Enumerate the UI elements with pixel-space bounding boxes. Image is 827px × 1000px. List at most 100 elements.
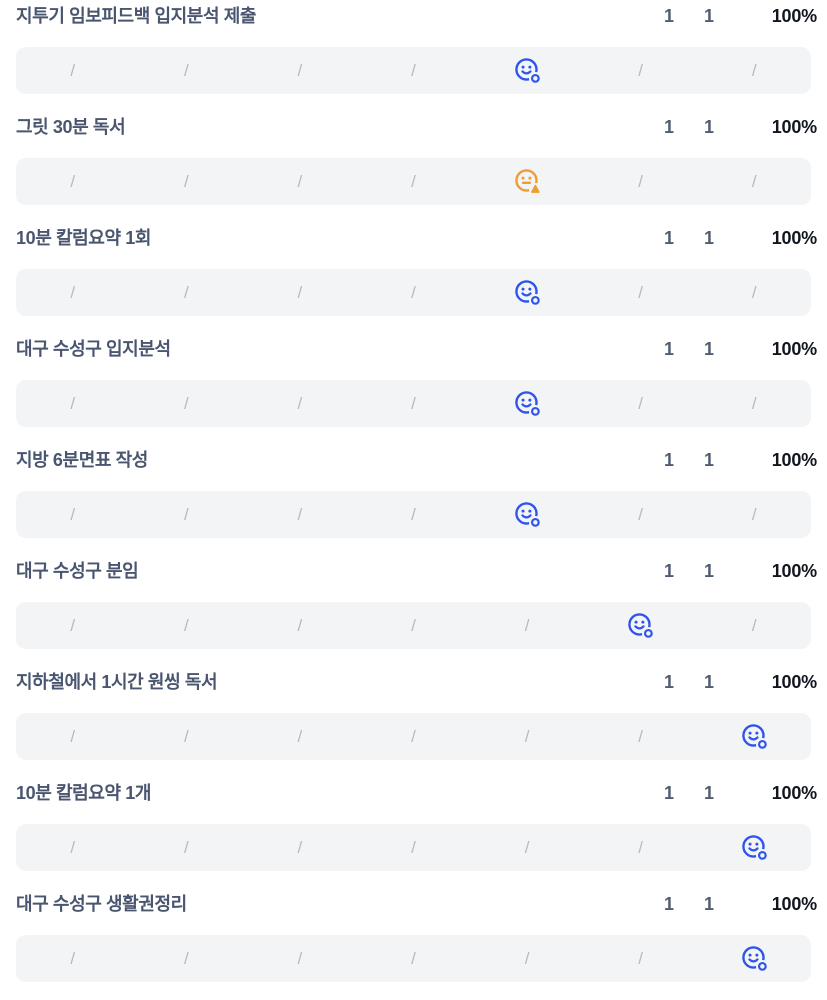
- mood-record-cell[interactable]: [697, 935, 811, 982]
- slash-placeholder: /: [411, 283, 416, 302]
- empty-day-cell[interactable]: /: [130, 158, 244, 205]
- smiley-face-check-icon: [514, 58, 542, 85]
- mood-record-cell[interactable]: [470, 47, 584, 94]
- empty-day-cell[interactable]: /: [16, 713, 130, 760]
- empty-day-cell[interactable]: /: [470, 935, 584, 982]
- empty-day-cell[interactable]: /: [470, 713, 584, 760]
- mood-record-cell[interactable]: [470, 158, 584, 205]
- habit-target-count: 1: [703, 672, 714, 692]
- empty-day-cell[interactable]: /: [357, 269, 471, 316]
- empty-day-cell[interactable]: /: [584, 713, 698, 760]
- mood-record-cell[interactable]: [470, 269, 584, 316]
- empty-day-cell[interactable]: /: [697, 47, 811, 94]
- habit-completion-rate: 100%: [771, 228, 817, 248]
- slash-placeholder: /: [638, 949, 643, 968]
- slash-placeholder: /: [183, 61, 189, 80]
- empty-day-cell[interactable]: /: [130, 491, 244, 538]
- empty-day-cell[interactable]: /: [470, 824, 584, 871]
- empty-day-cell[interactable]: /: [130, 602, 244, 649]
- habit-title: 10분 칼럼요약 1회: [16, 228, 151, 248]
- habit-row: 그릿 30분 독서 1 1 100% / / / / / /: [16, 115, 817, 205]
- empty-day-cell[interactable]: /: [357, 158, 471, 205]
- empty-day-cell[interactable]: /: [697, 158, 811, 205]
- empty-day-cell[interactable]: /: [470, 602, 584, 649]
- empty-day-cell[interactable]: /: [16, 380, 130, 427]
- habit-target-count: 1: [703, 783, 714, 803]
- empty-day-cell[interactable]: /: [130, 47, 244, 94]
- habit-row: 지방 6분면표 작성 1 1 100% / / / / / /: [16, 448, 817, 538]
- empty-day-cell[interactable]: /: [243, 824, 357, 871]
- slash-placeholder: /: [411, 505, 416, 524]
- empty-day-cell[interactable]: /: [243, 380, 357, 427]
- empty-day-cell[interactable]: /: [130, 935, 244, 982]
- empty-day-cell[interactable]: /: [357, 824, 471, 871]
- slash-placeholder: /: [70, 61, 76, 80]
- empty-day-cell[interactable]: /: [357, 380, 471, 427]
- habit-completion-rate: 100%: [771, 783, 817, 803]
- empty-day-cell[interactable]: /: [697, 380, 811, 427]
- empty-day-cell[interactable]: /: [130, 380, 244, 427]
- slash-placeholder: /: [297, 505, 303, 524]
- mood-record-cell[interactable]: [584, 602, 698, 649]
- slash-placeholder: /: [411, 172, 416, 191]
- empty-day-cell[interactable]: /: [130, 824, 244, 871]
- empty-day-cell[interactable]: /: [16, 491, 130, 538]
- empty-day-cell[interactable]: /: [584, 47, 698, 94]
- empty-day-cell[interactable]: /: [130, 269, 244, 316]
- day-cell-grid: / / / / / /: [16, 380, 811, 427]
- slash-placeholder: /: [524, 616, 530, 635]
- empty-day-cell[interactable]: /: [243, 158, 357, 205]
- empty-day-cell[interactable]: /: [16, 935, 130, 982]
- empty-day-cell[interactable]: /: [16, 824, 130, 871]
- empty-day-cell[interactable]: /: [16, 269, 130, 316]
- habit-target-count: 1: [703, 228, 714, 248]
- habit-header: 지방 6분면표 작성 1 1 100%: [16, 448, 817, 473]
- empty-day-cell[interactable]: /: [16, 47, 130, 94]
- slash-placeholder: /: [751, 283, 757, 302]
- slash-placeholder: /: [638, 61, 643, 80]
- habit-target-count: 1: [703, 339, 714, 359]
- empty-day-cell[interactable]: /: [243, 491, 357, 538]
- smiley-face-check-icon: [741, 835, 769, 862]
- habit-completion-rate: 100%: [771, 339, 817, 359]
- empty-day-cell[interactable]: /: [243, 269, 357, 316]
- slash-placeholder: /: [411, 727, 416, 746]
- slash-placeholder: /: [70, 616, 76, 635]
- empty-day-cell[interactable]: /: [584, 269, 698, 316]
- empty-day-cell[interactable]: /: [584, 491, 698, 538]
- slash-placeholder: /: [297, 61, 303, 80]
- empty-day-cell[interactable]: /: [357, 713, 471, 760]
- slash-placeholder: /: [751, 616, 757, 635]
- day-cell-grid: / / / / / /: [16, 158, 811, 205]
- day-cell-grid: / / / / / /: [16, 47, 811, 94]
- slash-placeholder: /: [297, 172, 303, 191]
- habit-title: 지투기 임보피드백 입지분석 제출: [16, 6, 257, 26]
- empty-day-cell[interactable]: /: [584, 158, 698, 205]
- empty-day-cell[interactable]: /: [357, 602, 471, 649]
- empty-day-cell[interactable]: /: [243, 713, 357, 760]
- empty-day-cell[interactable]: /: [584, 824, 698, 871]
- habit-header: 대구 수성구 입지분석 1 1 100%: [16, 337, 817, 362]
- mood-record-cell[interactable]: [697, 713, 811, 760]
- slash-placeholder: /: [638, 283, 643, 302]
- mood-record-cell[interactable]: [470, 491, 584, 538]
- mood-record-cell[interactable]: [697, 824, 811, 871]
- day-cell-grid: / / / / / /: [16, 824, 811, 871]
- empty-day-cell[interactable]: /: [584, 935, 698, 982]
- empty-day-cell[interactable]: /: [16, 158, 130, 205]
- empty-day-cell[interactable]: /: [357, 935, 471, 982]
- empty-day-cell[interactable]: /: [16, 602, 130, 649]
- habit-row: 대구 수성구 분임 1 1 100% / / / / / /: [16, 559, 817, 649]
- empty-day-cell[interactable]: /: [697, 602, 811, 649]
- empty-day-cell[interactable]: /: [584, 380, 698, 427]
- empty-day-cell[interactable]: /: [130, 713, 244, 760]
- empty-day-cell[interactable]: /: [357, 47, 471, 94]
- empty-day-cell[interactable]: /: [243, 602, 357, 649]
- empty-day-cell[interactable]: /: [697, 491, 811, 538]
- empty-day-cell[interactable]: /: [243, 935, 357, 982]
- slash-placeholder: /: [70, 172, 76, 191]
- mood-record-cell[interactable]: [470, 380, 584, 427]
- empty-day-cell[interactable]: /: [243, 47, 357, 94]
- empty-day-cell[interactable]: /: [357, 491, 471, 538]
- empty-day-cell[interactable]: /: [697, 269, 811, 316]
